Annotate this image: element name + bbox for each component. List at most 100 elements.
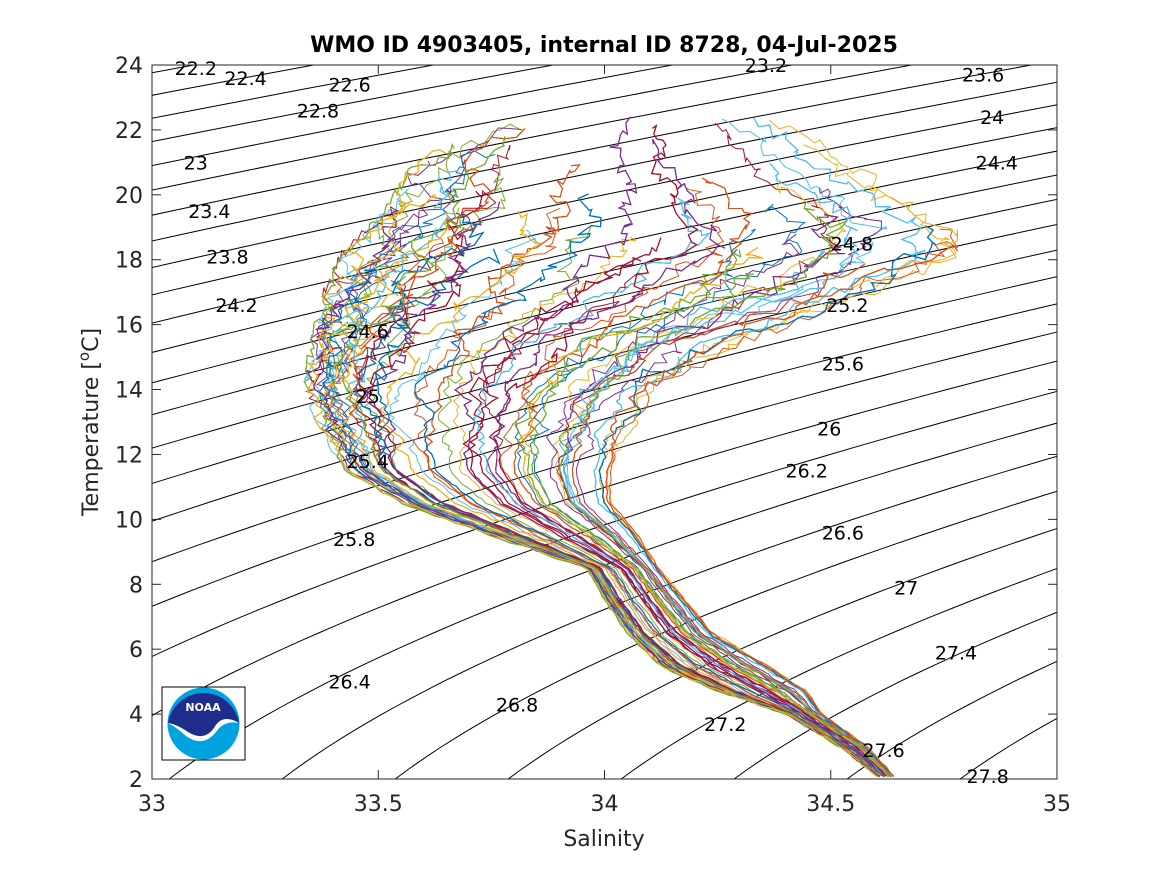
y-tick-label: 10 [115,508,143,533]
density-contour-label: 24.2 [215,295,257,317]
density-contour-label: 26.6 [822,522,864,544]
density-contour [152,303,1057,563]
density-contour-label: 25.8 [333,529,375,551]
density-contour-label: 23.6 [962,65,1004,87]
density-contour [152,104,1057,296]
profile-line [355,190,880,777]
profile-line [340,136,879,776]
density-contour [152,360,1057,658]
density-contour [152,249,1057,485]
density-contour-label: 24.8 [831,234,873,256]
density-contour-labels: 22.2 22.4 22.6 22.8 23 23.2 23.4 23.6 23.8 24 24.2… [175,55,1018,788]
y-tick-label: 12 [115,443,143,468]
density-contour-label: 22.8 [297,100,339,122]
density-contour-label: 26.8 [496,694,538,716]
logo-wordmark: NOAA [185,701,221,714]
density-contour [152,127,1057,324]
profile-line [571,263,892,778]
profile-line [514,249,889,778]
profile-line [378,210,881,776]
density-contour-label: 26.2 [786,461,828,483]
profile-line [388,229,882,777]
density-contour [152,65,795,191]
x-tick-label: 34 [591,792,619,817]
density-contour [152,223,1057,449]
noaa-logo: NOAA [161,686,246,761]
density-contour [152,65,556,143]
density-contour-label: 25.2 [826,295,868,317]
density-contour-label: 27.8 [967,766,1009,788]
profile-lines [303,116,958,778]
density-contour [152,81,1057,268]
density-contour-label: 26.4 [328,672,370,694]
profile-line [478,271,887,777]
profile-line [558,202,891,775]
y-axis-label: Temperature [oC] [75,328,104,517]
y-axis-label-suffix: C] [79,328,104,352]
profile-line [513,177,888,775]
density-contour [507,527,1057,779]
density-contour-label: 23.8 [206,246,248,268]
density-contour-label: 27.6 [862,740,904,762]
density-contour-label: 24 [980,107,1004,129]
density-contour-label: 23.2 [745,55,787,77]
profile-line [529,273,890,778]
profile-line [454,116,885,778]
density-contour-label: 22.4 [224,68,266,90]
y-tick-label: 2 [129,768,143,793]
y-tick-label: 20 [115,184,143,209]
profile-line [321,194,878,775]
profile-line [437,225,884,776]
y-tick-label: 6 [129,638,143,663]
plot-area [152,65,1057,779]
density-contour [846,660,1057,779]
y-tick-label: 24 [115,54,143,79]
density-contour [152,65,1035,242]
profile-line [452,236,885,776]
density-contour-label: 23.4 [188,201,230,223]
profile-line [488,124,887,777]
profile-line [605,119,957,778]
profile-line [468,256,886,776]
profile-line [414,193,883,776]
density-contour-label: 25.4 [347,451,389,473]
profile-line [462,237,885,776]
profile-line [545,233,891,776]
density-contour-label: 27.2 [704,714,746,736]
density-contour-label: 22.2 [175,58,217,80]
y-tick-label: 14 [115,379,143,404]
y-axis-label-prefix: Temperature [ [79,361,104,517]
profile-line [338,207,879,778]
density-contour [733,611,1057,779]
density-contour [152,331,1057,607]
density-contour [152,65,676,167]
profile-line [492,139,887,776]
profile-line [473,197,886,776]
density-contour-label: 24.6 [347,321,389,343]
y-tick-label: 8 [129,573,143,598]
density-contours [152,65,1057,779]
logo-wave-shape [168,719,239,742]
profile-line [593,117,926,777]
density-contour [281,455,1057,779]
density-contour-label: 25 [356,386,380,408]
x-tick-label: 33.5 [354,792,403,817]
profile-line [350,128,879,776]
y-tick-label: 18 [115,249,143,274]
x-tick-label: 35 [1043,792,1071,817]
density-contour-label: 27 [894,578,918,600]
profile-line [605,244,958,777]
x-tick-label: 33 [138,792,166,817]
density-contour [152,276,1057,522]
density-contour [168,422,1057,779]
profile-line [423,164,883,777]
x-tick-label: 34.5 [806,792,855,817]
y-tick-label: 4 [129,703,143,728]
density-contour [152,65,915,216]
density-contour [394,490,1057,779]
density-contour-label: 23 [184,152,208,174]
y-tick-label: 16 [115,314,143,339]
logo-bird-shape [168,692,239,737]
